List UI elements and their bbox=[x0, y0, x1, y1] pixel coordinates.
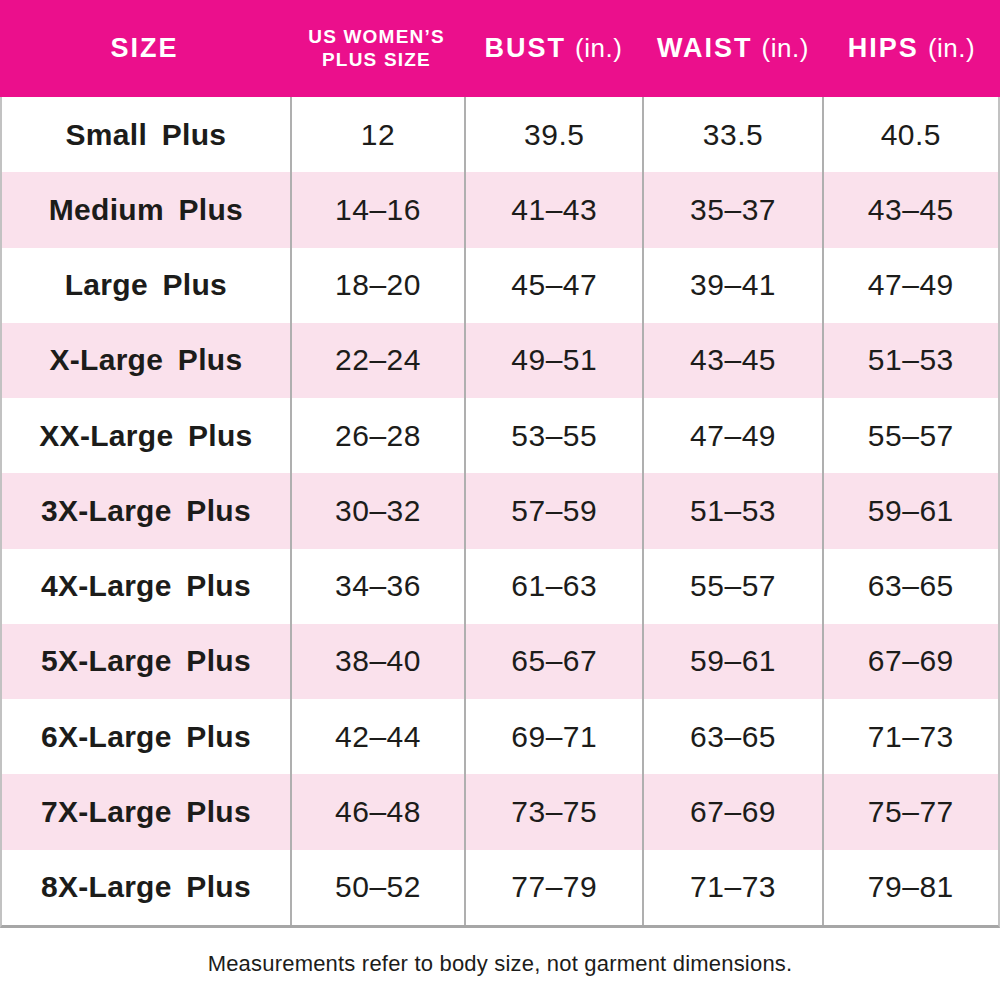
waist-cell: 59–61 bbox=[642, 624, 821, 699]
size-cell: 8X-Large Plus bbox=[2, 850, 290, 925]
table-row: Large Plus 18–20 45–47 39–41 47–49 bbox=[2, 248, 998, 323]
footnote: Measurements refer to body size, not gar… bbox=[0, 928, 1000, 1000]
size-cell: Medium Plus bbox=[2, 172, 290, 247]
table-row: 5X-Large Plus 38–40 65–67 59–61 67–69 bbox=[2, 624, 998, 699]
header-size: SIZE bbox=[0, 0, 289, 97]
bust-cell: 53–55 bbox=[464, 398, 642, 473]
us-size-cell: 18–20 bbox=[290, 248, 464, 323]
waist-cell: 33.5 bbox=[642, 97, 821, 172]
size-cell: 5X-Large Plus bbox=[2, 624, 290, 699]
header-hips: HIPS (in.) bbox=[823, 0, 1000, 97]
waist-cell: 39–41 bbox=[642, 248, 821, 323]
size-cell: 3X-Large Plus bbox=[2, 473, 290, 548]
header-bust-unit: (in.) bbox=[575, 33, 622, 64]
us-size-cell: 26–28 bbox=[290, 398, 464, 473]
bust-cell: 77–79 bbox=[464, 850, 642, 925]
bust-cell: 41–43 bbox=[464, 172, 642, 247]
size-cell: Small Plus bbox=[2, 97, 290, 172]
header-bust-label: BUST bbox=[485, 33, 567, 64]
bust-cell: 69–71 bbox=[464, 699, 642, 774]
hips-cell: 43–45 bbox=[822, 172, 998, 247]
table-row: Small Plus 12 39.5 33.5 40.5 bbox=[2, 97, 998, 172]
us-size-cell: 34–36 bbox=[290, 549, 464, 624]
hips-cell: 71–73 bbox=[822, 699, 998, 774]
table-row: 6X-Large Plus 42–44 69–71 63–65 71–73 bbox=[2, 699, 998, 774]
hips-cell: 55–57 bbox=[822, 398, 998, 473]
waist-cell: 43–45 bbox=[642, 323, 821, 398]
table-header: SIZE US WOMEN’S PLUS SIZE BUST (in.) WAI… bbox=[0, 0, 1000, 97]
table-row: 4X-Large Plus 34–36 61–63 55–57 63–65 bbox=[2, 549, 998, 624]
hips-cell: 40.5 bbox=[822, 97, 998, 172]
header-bust: BUST (in.) bbox=[464, 0, 643, 97]
header-us-plus-line2: PLUS SIZE bbox=[322, 49, 431, 72]
bust-cell: 65–67 bbox=[464, 624, 642, 699]
header-us-plus-size: US WOMEN’S PLUS SIZE bbox=[289, 0, 464, 97]
hips-cell: 51–53 bbox=[822, 323, 998, 398]
us-size-cell: 30–32 bbox=[290, 473, 464, 548]
hips-cell: 79–81 bbox=[822, 850, 998, 925]
us-size-cell: 50–52 bbox=[290, 850, 464, 925]
us-size-cell: 42–44 bbox=[290, 699, 464, 774]
table-row: 8X-Large Plus 50–52 77–79 71–73 79–81 bbox=[2, 850, 998, 925]
size-cell: XX-Large Plus bbox=[2, 398, 290, 473]
us-size-cell: 12 bbox=[290, 97, 464, 172]
table-row: Medium Plus 14–16 41–43 35–37 43–45 bbox=[2, 172, 998, 247]
hips-cell: 67–69 bbox=[822, 624, 998, 699]
bust-cell: 73–75 bbox=[464, 774, 642, 849]
us-size-cell: 22–24 bbox=[290, 323, 464, 398]
waist-cell: 67–69 bbox=[642, 774, 821, 849]
header-hips-label: HIPS bbox=[848, 33, 919, 64]
us-size-cell: 38–40 bbox=[290, 624, 464, 699]
table-body: Small Plus 12 39.5 33.5 40.5 Medium Plus… bbox=[0, 97, 1000, 928]
table-row: 3X-Large Plus 30–32 57–59 51–53 59–61 bbox=[2, 473, 998, 548]
size-cell: 4X-Large Plus bbox=[2, 549, 290, 624]
bust-cell: 45–47 bbox=[464, 248, 642, 323]
bust-cell: 39.5 bbox=[464, 97, 642, 172]
table-row: X-Large Plus 22–24 49–51 43–45 51–53 bbox=[2, 323, 998, 398]
waist-cell: 47–49 bbox=[642, 398, 821, 473]
header-waist-unit: (in.) bbox=[762, 33, 809, 64]
size-cell: 7X-Large Plus bbox=[2, 774, 290, 849]
size-cell: 6X-Large Plus bbox=[2, 699, 290, 774]
header-us-plus-line1: US WOMEN’S bbox=[308, 26, 445, 49]
hips-cell: 59–61 bbox=[822, 473, 998, 548]
header-hips-unit: (in.) bbox=[928, 33, 975, 64]
hips-cell: 47–49 bbox=[822, 248, 998, 323]
table-row: 7X-Large Plus 46–48 73–75 67–69 75–77 bbox=[2, 774, 998, 849]
size-cell: X-Large Plus bbox=[2, 323, 290, 398]
header-waist: WAIST (in.) bbox=[643, 0, 823, 97]
bust-cell: 61–63 bbox=[464, 549, 642, 624]
header-size-label: SIZE bbox=[110, 33, 178, 64]
hips-cell: 63–65 bbox=[822, 549, 998, 624]
hips-cell: 75–77 bbox=[822, 774, 998, 849]
us-size-cell: 14–16 bbox=[290, 172, 464, 247]
bust-cell: 49–51 bbox=[464, 323, 642, 398]
waist-cell: 63–65 bbox=[642, 699, 821, 774]
size-chart: SIZE US WOMEN’S PLUS SIZE BUST (in.) WAI… bbox=[0, 0, 1000, 1000]
waist-cell: 51–53 bbox=[642, 473, 821, 548]
size-cell: Large Plus bbox=[2, 248, 290, 323]
header-waist-label: WAIST bbox=[657, 33, 753, 64]
waist-cell: 55–57 bbox=[642, 549, 821, 624]
bust-cell: 57–59 bbox=[464, 473, 642, 548]
us-size-cell: 46–48 bbox=[290, 774, 464, 849]
waist-cell: 35–37 bbox=[642, 172, 821, 247]
waist-cell: 71–73 bbox=[642, 850, 821, 925]
table-row: XX-Large Plus 26–28 53–55 47–49 55–57 bbox=[2, 398, 998, 473]
